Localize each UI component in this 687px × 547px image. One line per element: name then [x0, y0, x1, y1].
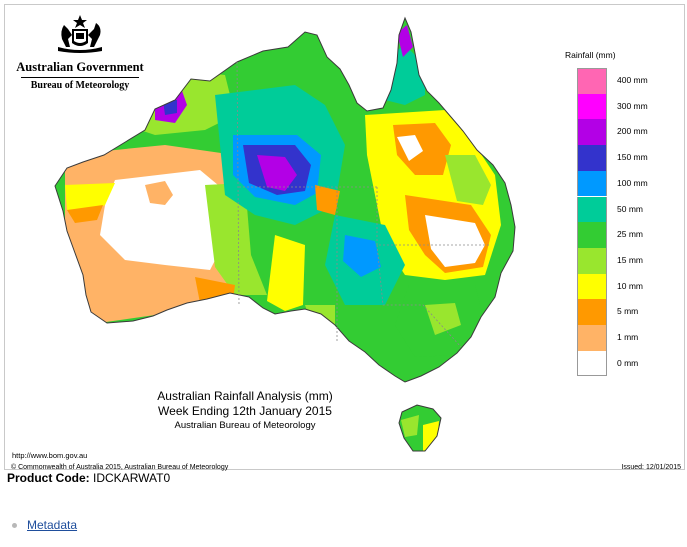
- legend-item: 50 mm: [577, 196, 687, 223]
- legend-item: 15 mm: [577, 247, 687, 274]
- legend-swatch: [577, 119, 607, 146]
- legend-label: 300 mm: [617, 100, 648, 111]
- legend-swatch: [577, 222, 607, 248]
- logo-divider: [21, 77, 139, 78]
- product-code-value: IDCKARWAT0: [93, 471, 171, 485]
- issued-date: Issued: 12/01/2015: [621, 464, 681, 471]
- legend-swatch: [577, 273, 607, 300]
- product-code-line: Product Code: IDCKARWAT0: [7, 471, 170, 485]
- legend-label: 25 mm: [617, 229, 643, 240]
- map-source: Australian Bureau of Meteorology: [174, 420, 316, 431]
- government-logo: Australian Government Bureau of Meteorol…: [15, 13, 145, 92]
- legend-swatch: [577, 247, 607, 274]
- rainfall-map-frame: Australian Government Bureau of Meteorol…: [4, 4, 687, 471]
- legend-swatch: [577, 196, 607, 223]
- legend-label: 150 mm: [617, 152, 648, 163]
- legend-label: 50 mm: [617, 203, 643, 214]
- government-name: Australian Government: [16, 60, 144, 74]
- legend-item: 10 mm: [577, 273, 687, 300]
- map-title-block: Australian Rainfall Analysis (mm) Week E…: [125, 389, 365, 432]
- legend-swatch: [577, 93, 607, 120]
- state-borders: [236, 61, 491, 348]
- product-code-label: Product Code:: [7, 471, 90, 485]
- legend-item: 0 mm: [577, 350, 687, 377]
- legend-item: 300 mm: [577, 93, 687, 120]
- legend-swatch: [577, 325, 607, 351]
- legend-label: 5 mm: [617, 306, 639, 317]
- legend-item: 25 mm: [577, 222, 687, 248]
- legend-item: 5 mm: [577, 299, 687, 325]
- tasmania-rainfall-field: [399, 405, 441, 451]
- legend-item: 100 mm: [577, 170, 687, 197]
- metadata-link[interactable]: Metadata: [27, 518, 78, 532]
- bureau-name: Bureau of Meteorology: [30, 80, 130, 91]
- legend-label: 15 mm: [617, 254, 643, 265]
- map-title: Australian Rainfall Analysis (mm): [157, 389, 333, 403]
- legend-label: 1 mm: [617, 332, 639, 342]
- legend-swatch: [577, 68, 607, 94]
- coat-of-arms-icon: [58, 15, 102, 53]
- legend-label: 0 mm: [617, 357, 639, 368]
- legend-label: 200 mm: [617, 126, 648, 137]
- legend-item: 150 mm: [577, 145, 687, 171]
- metadata-list: Metadata: [12, 518, 77, 532]
- legend-label: 100 mm: [617, 177, 648, 188]
- legend-label: 10 mm: [617, 280, 643, 291]
- legend-item: 400 mm: [577, 68, 687, 94]
- legend-swatch: [577, 145, 607, 171]
- copyright-notice: © Commonwealth of Australia 2015, Austra…: [11, 464, 229, 471]
- legend-title: Rainfall (mm): [565, 50, 616, 60]
- legend-swatch: [577, 299, 607, 325]
- website-url: http://www.bom.gov.au: [12, 451, 88, 460]
- legend-item: 200 mm: [577, 119, 687, 146]
- legend-swatch: [577, 170, 607, 197]
- legend-label: 400 mm: [617, 75, 648, 85]
- legend-item: 1 mm: [577, 325, 687, 351]
- bullet-icon: [12, 523, 17, 529]
- legend-swatch: [577, 350, 607, 377]
- map-subtitle: Week Ending 12th January 2015: [158, 404, 332, 418]
- rainfall-map: [54, 17, 516, 452]
